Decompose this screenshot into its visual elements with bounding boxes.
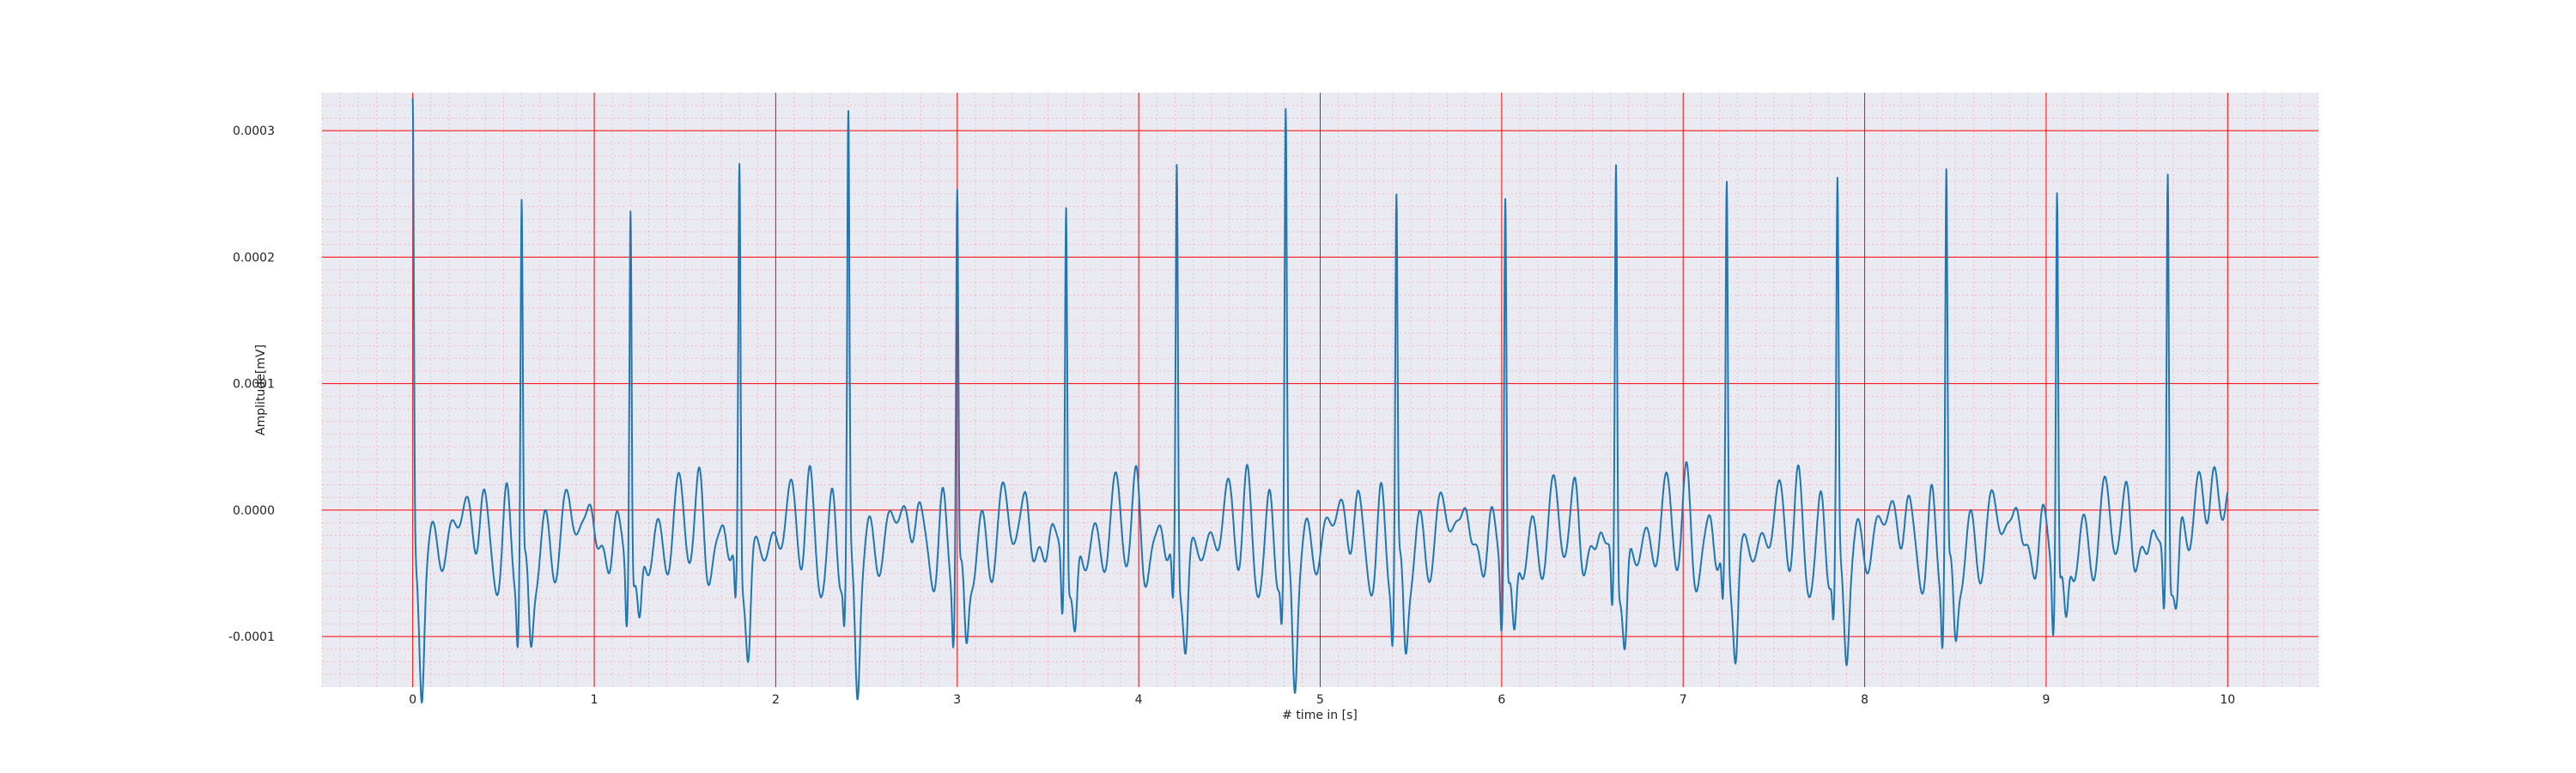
x-tick-label: 7 [1680, 693, 1687, 707]
x-tick-label: 10 [2220, 693, 2235, 707]
y-tick-label: -0.0001 [228, 630, 275, 644]
x-tick-label: 8 [1861, 693, 1868, 707]
x-tick-label: 2 [772, 693, 780, 707]
y-tick-label: 0.0003 [233, 125, 275, 138]
x-axis-label: # time in [s] [1282, 709, 1358, 722]
x-tick-label: 1 [591, 693, 598, 707]
y-tick-label: 0.0002 [233, 251, 275, 265]
y-tick-label: 0.0000 [233, 504, 275, 518]
x-tick-label: 9 [2042, 693, 2050, 707]
y-axis-label: Amplitude[mV] [254, 344, 268, 435]
x-tick-label: 0 [409, 693, 416, 707]
x-tick-label: 3 [953, 693, 961, 707]
x-tick-label: 5 [1316, 693, 1324, 707]
x-tick-labels: 0 1 2 3 4 5 6 7 8 9 10 [409, 693, 2235, 707]
x-tick-label: 4 [1135, 693, 1143, 707]
x-tick-label: 6 [1498, 693, 1505, 707]
